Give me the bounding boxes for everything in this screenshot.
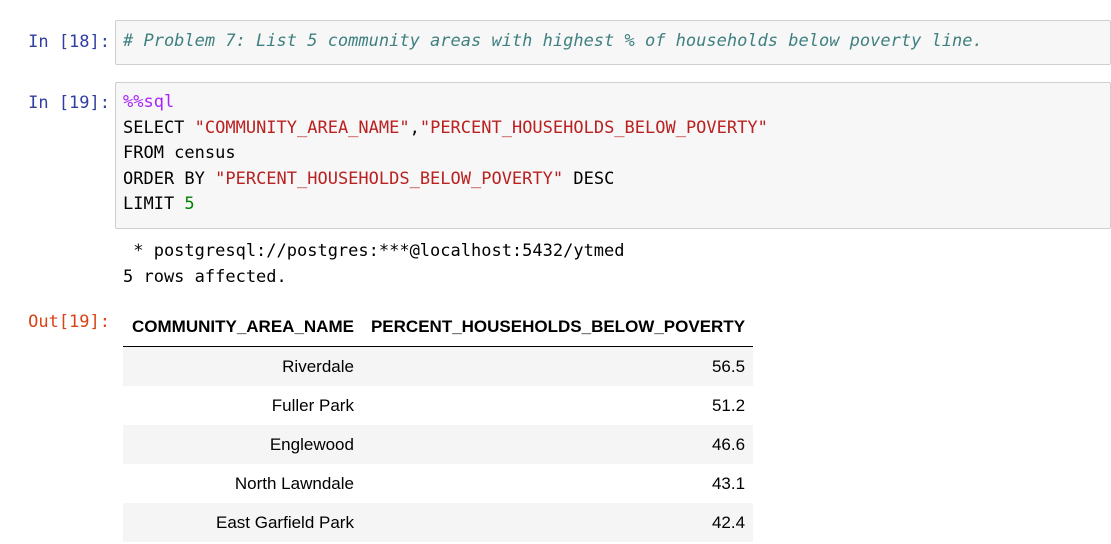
result-table: COMMUNITY_AREA_NAME PERCENT_HOUSEHOLDS_B… bbox=[123, 308, 754, 542]
sql-comma: , bbox=[409, 117, 420, 138]
sql-keyword-limit: LIMIT bbox=[123, 194, 185, 214]
column-header-community-area: COMMUNITY_AREA_NAME bbox=[123, 308, 362, 347]
sql-column-percent: "PERCENT_HOUSEHOLDS_BELOW_POVERTY" bbox=[419, 117, 768, 138]
table-cell-percent-poverty: 46.6 bbox=[361, 425, 754, 464]
table-cell-percent-poverty: 56.5 bbox=[361, 346, 754, 386]
sql-column-name: "COMMUNITY_AREA_NAME" bbox=[194, 117, 410, 138]
sql-order-column: "PERCENT_HOUSEHOLDS_BELOW_POVERTY" bbox=[215, 168, 564, 189]
code-cell-19[interactable]: %%sql SELECT "COMMUNITY_AREA_NAME","PERC… bbox=[115, 82, 1111, 229]
sql-limit-number: 5 bbox=[184, 194, 195, 214]
input-prompt-19: In [19]: bbox=[28, 93, 110, 113]
table-cell-community-area: Fuller Park bbox=[123, 386, 362, 425]
table-header-row: COMMUNITY_AREA_NAME PERCENT_HOUSEHOLDS_B… bbox=[123, 308, 754, 347]
table-cell-percent-poverty: 43.1 bbox=[361, 464, 754, 503]
table-cell-community-area: North Lawndale bbox=[123, 464, 362, 503]
rows-affected-text: 5 rows affected. bbox=[123, 267, 287, 287]
connection-string: * postgresql://postgres:***@localhost:54… bbox=[123, 241, 625, 261]
column-header-percent-poverty: PERCENT_HOUSEHOLDS_BELOW_POVERTY bbox=[361, 308, 754, 347]
code-editor-19[interactable]: %%sql SELECT "COMMUNITY_AREA_NAME","PERC… bbox=[116, 83, 1110, 218]
sql-keyword-order-by: ORDER BY bbox=[123, 168, 216, 189]
table-cell-percent-poverty: 42.4 bbox=[361, 503, 754, 542]
table-cell-community-area: East Garfield Park bbox=[123, 503, 362, 542]
table-row: Fuller Park 51.2 bbox=[123, 386, 754, 425]
code-cell-18[interactable]: # Problem 7: List 5 community areas with… bbox=[115, 20, 1111, 65]
input-prompt-18: In [18]: bbox=[28, 32, 110, 52]
code-comment: # Problem 7: List 5 community areas with… bbox=[123, 31, 983, 51]
table-cell-community-area: Riverdale bbox=[123, 346, 362, 386]
table-row: North Lawndale 43.1 bbox=[123, 464, 754, 503]
output-prompt-19: Out[19]: bbox=[28, 312, 110, 332]
sql-keyword-desc: DESC bbox=[563, 168, 615, 189]
sql-from-clause: FROM census bbox=[123, 143, 236, 163]
sql-keyword-select: SELECT bbox=[123, 117, 195, 138]
sql-magic: %%sql bbox=[123, 92, 175, 112]
table-row: Englewood 46.6 bbox=[123, 425, 754, 464]
table-cell-percent-poverty: 51.2 bbox=[361, 386, 754, 425]
code-editor-18[interactable]: # Problem 7: List 5 community areas with… bbox=[116, 21, 1110, 55]
table-row: East Garfield Park 42.4 bbox=[123, 503, 754, 542]
stdout-output: * postgresql://postgres:***@localhost:54… bbox=[123, 238, 625, 290]
table-cell-community-area: Englewood bbox=[123, 425, 362, 464]
table-row: Riverdale 56.5 bbox=[123, 346, 754, 386]
